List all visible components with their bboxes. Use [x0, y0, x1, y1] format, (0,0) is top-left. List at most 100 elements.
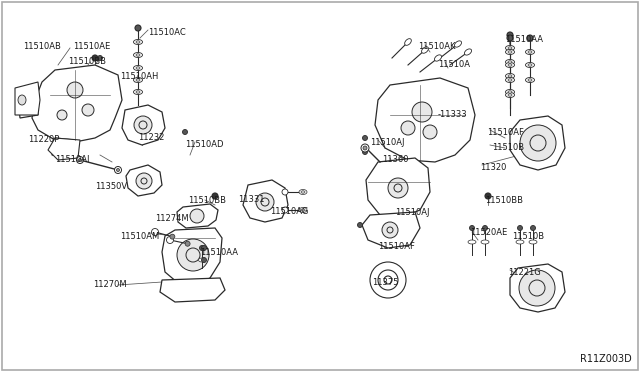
Ellipse shape: [370, 262, 406, 298]
Ellipse shape: [508, 64, 512, 66]
Ellipse shape: [182, 129, 188, 135]
Ellipse shape: [508, 51, 512, 53]
Polygon shape: [122, 105, 165, 145]
Polygon shape: [126, 165, 162, 196]
Ellipse shape: [152, 228, 159, 235]
Ellipse shape: [362, 135, 367, 141]
Ellipse shape: [508, 75, 512, 77]
Text: 11320: 11320: [480, 163, 506, 172]
Ellipse shape: [18, 95, 26, 105]
Text: 11350V: 11350V: [95, 182, 127, 191]
Ellipse shape: [299, 189, 307, 195]
Ellipse shape: [531, 225, 536, 231]
Ellipse shape: [177, 239, 209, 271]
Ellipse shape: [520, 125, 556, 161]
Ellipse shape: [506, 93, 515, 97]
Ellipse shape: [384, 276, 392, 284]
Ellipse shape: [394, 184, 402, 192]
Ellipse shape: [170, 234, 175, 239]
Ellipse shape: [141, 178, 147, 184]
Ellipse shape: [282, 189, 288, 195]
Ellipse shape: [518, 225, 522, 231]
Text: 11510AD: 11510AD: [185, 140, 223, 149]
Polygon shape: [32, 65, 122, 142]
Text: 11510AI: 11510AI: [55, 155, 90, 164]
Polygon shape: [375, 78, 475, 162]
Ellipse shape: [77, 157, 83, 164]
Ellipse shape: [136, 67, 140, 69]
Ellipse shape: [134, 77, 143, 83]
Ellipse shape: [82, 104, 94, 116]
Text: 11510BB: 11510BB: [68, 57, 106, 66]
Text: 11510AH: 11510AH: [120, 72, 158, 81]
Ellipse shape: [516, 240, 524, 244]
Ellipse shape: [190, 209, 204, 223]
Ellipse shape: [136, 79, 140, 81]
Text: 11510B: 11510B: [512, 232, 544, 241]
Ellipse shape: [186, 248, 200, 262]
Ellipse shape: [506, 45, 515, 51]
Text: 11510AB: 11510AB: [23, 42, 61, 51]
Ellipse shape: [454, 41, 461, 47]
Ellipse shape: [185, 241, 190, 246]
Polygon shape: [15, 82, 40, 115]
Ellipse shape: [485, 193, 491, 199]
Text: 11510BB: 11510BB: [188, 196, 226, 205]
Text: 11520AE: 11520AE: [470, 228, 508, 237]
Polygon shape: [366, 158, 430, 218]
Ellipse shape: [212, 193, 218, 199]
Ellipse shape: [388, 178, 408, 198]
Ellipse shape: [67, 82, 83, 98]
Ellipse shape: [412, 102, 432, 122]
Ellipse shape: [136, 173, 152, 189]
Text: 11331: 11331: [238, 195, 264, 204]
Ellipse shape: [470, 225, 474, 231]
Ellipse shape: [506, 62, 515, 67]
Ellipse shape: [508, 47, 512, 49]
Ellipse shape: [134, 90, 143, 94]
Text: 11510AC: 11510AC: [148, 28, 186, 37]
Ellipse shape: [136, 41, 140, 43]
Ellipse shape: [468, 240, 476, 244]
Text: 11510B: 11510B: [492, 143, 524, 152]
Ellipse shape: [97, 55, 102, 61]
Text: 11510A: 11510A: [438, 60, 470, 69]
Text: -11333: -11333: [438, 110, 468, 119]
Ellipse shape: [299, 208, 307, 212]
Ellipse shape: [382, 222, 398, 238]
Ellipse shape: [506, 74, 515, 78]
Ellipse shape: [378, 270, 398, 290]
Text: 11510AE: 11510AE: [73, 42, 110, 51]
Text: 11232: 11232: [138, 133, 164, 142]
Text: 11220P: 11220P: [28, 135, 60, 144]
Ellipse shape: [57, 110, 67, 120]
Ellipse shape: [256, 193, 274, 211]
Ellipse shape: [481, 240, 489, 244]
Ellipse shape: [362, 150, 367, 154]
Ellipse shape: [527, 35, 533, 41]
Text: 11510BB: 11510BB: [485, 196, 523, 205]
Ellipse shape: [363, 146, 367, 150]
Ellipse shape: [525, 49, 534, 55]
Ellipse shape: [139, 121, 147, 129]
Ellipse shape: [404, 39, 412, 45]
Ellipse shape: [508, 79, 512, 81]
Ellipse shape: [530, 135, 546, 151]
Ellipse shape: [134, 52, 143, 58]
Ellipse shape: [282, 207, 288, 213]
Text: 11510AK: 11510AK: [418, 42, 456, 51]
Text: 11510AM: 11510AM: [120, 232, 159, 241]
Text: 11510AJ: 11510AJ: [370, 138, 404, 147]
Text: 11274M: 11274M: [155, 214, 189, 223]
Text: 11510AA: 11510AA: [505, 35, 543, 44]
Ellipse shape: [528, 79, 532, 81]
Ellipse shape: [115, 167, 122, 173]
Ellipse shape: [528, 51, 532, 53]
Ellipse shape: [465, 49, 472, 55]
Polygon shape: [18, 88, 38, 118]
Polygon shape: [162, 228, 222, 285]
Ellipse shape: [116, 169, 120, 171]
Ellipse shape: [525, 62, 534, 67]
Ellipse shape: [508, 61, 512, 63]
Polygon shape: [48, 138, 80, 160]
